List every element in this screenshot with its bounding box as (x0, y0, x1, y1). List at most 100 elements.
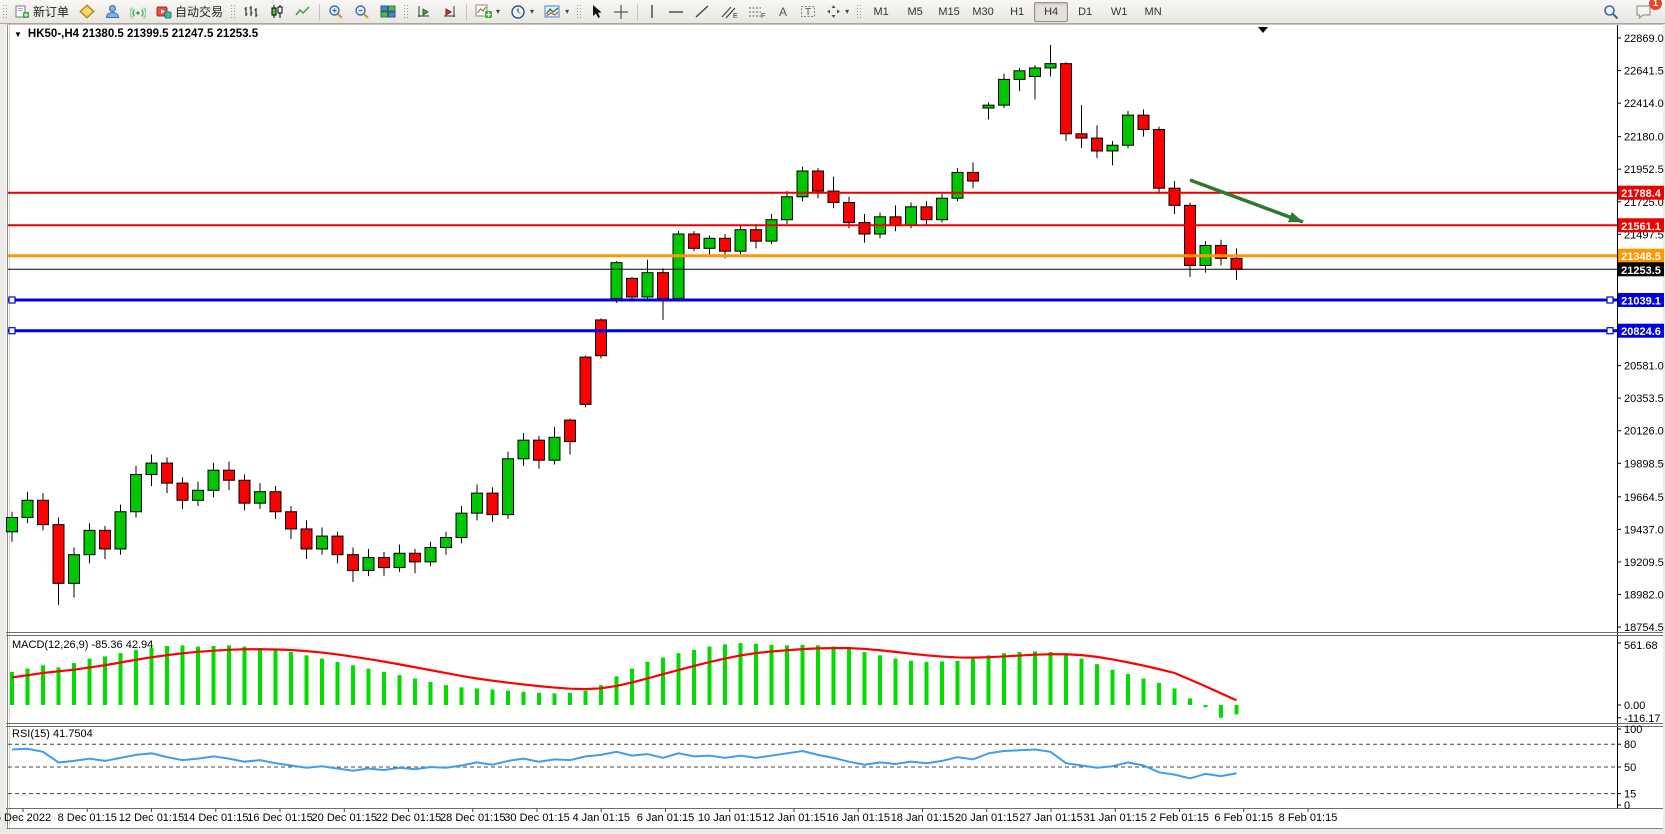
time-tick-label: 6 Feb 01:15 (1214, 812, 1273, 824)
candle (502, 458, 514, 516)
equidistant-channel-tool-button[interactable]: E (715, 1, 743, 23)
candle (1029, 67, 1041, 78)
charts-button[interactable] (74, 1, 100, 23)
candle (37, 499, 49, 526)
candle (455, 512, 468, 539)
arrows-tool-button[interactable]: ▾ (821, 1, 854, 23)
scroll-marker-icon[interactable] (1258, 27, 1268, 33)
tab-timeframe-h1[interactable]: H1 (1010, 5, 1025, 18)
time-tick-label: 8 Feb 01:15 (1279, 812, 1338, 824)
tab-timeframe-mn[interactable]: MN (1144, 5, 1162, 18)
zoom-out-icon (355, 4, 369, 19)
zoom-in-button[interactable] (323, 1, 349, 23)
text-icon: A (779, 5, 787, 19)
dropdown-caret-icon: ▾ (565, 7, 570, 16)
candle (238, 479, 251, 504)
price-tick-label: 22641.5 (1624, 66, 1664, 78)
fibonacci-tool-button[interactable]: F (743, 1, 771, 23)
price-badge (1618, 218, 1664, 233)
text-label-tool-button[interactable]: T (795, 1, 821, 23)
tile-windows-button[interactable] (375, 1, 401, 23)
channel-icon: E (721, 6, 738, 19)
candle (1153, 128, 1165, 189)
line-handle[interactable] (1606, 327, 1614, 335)
candle (21, 499, 34, 518)
signal-button[interactable] (125, 1, 151, 23)
trendline-tool-button[interactable] (689, 1, 715, 23)
auto-trading-button[interactable]: 自动交易 (151, 1, 228, 23)
candle (703, 237, 716, 249)
tab-timeframe-m15[interactable]: M15 (938, 5, 960, 18)
toolbar-grip[interactable] (576, 3, 582, 20)
candle (998, 78, 1010, 106)
line-chart-mode-button[interactable] (290, 1, 316, 23)
tab-timeframe-m5[interactable]: M5 (907, 5, 923, 18)
line-handle[interactable] (8, 327, 16, 335)
notifications-button[interactable]: 1 (1630, 0, 1662, 23)
horizontal-line-icon (669, 11, 684, 13)
candle (517, 439, 530, 460)
tab-timeframe-m30[interactable]: M30 (972, 5, 994, 18)
time-tick-label: 4 Jan 01:15 (573, 812, 631, 824)
tab-timeframe-w1[interactable]: W1 (1110, 5, 1128, 18)
candle (533, 439, 545, 461)
vertical-line-tool-button[interactable] (641, 1, 663, 23)
cursor-icon (593, 5, 602, 18)
price-badge (1618, 323, 1664, 338)
candle (176, 482, 189, 501)
chart-canvas[interactable]: 22869.0 22641.5 22414.0 22180.0 21952.5 21725… (0, 24, 1665, 834)
candle (1230, 257, 1243, 270)
price-badge (1618, 292, 1664, 307)
add-indicator-button[interactable]: ▾ (470, 1, 505, 23)
market-watch-button[interactable] (100, 1, 125, 23)
period-button[interactable]: ▾ (505, 1, 539, 23)
toolbar-grip[interactable] (403, 3, 409, 20)
candle (486, 492, 499, 516)
crosshair-tool-button[interactable] (608, 1, 634, 23)
candle (734, 229, 747, 252)
toolbar-grip[interactable] (2, 3, 7, 20)
time-tick-label: 18 Jan 01:15 (891, 812, 955, 824)
candle (905, 206, 917, 226)
toolbar-grip[interactable] (230, 3, 236, 20)
time-tick-label: 31 Jan 01:15 (1083, 812, 1147, 824)
line-handle[interactable] (1606, 296, 1614, 304)
candle (688, 233, 700, 249)
candlestick-mode-button[interactable] (264, 1, 290, 23)
auto-scroll-button[interactable] (411, 1, 437, 23)
tab-timeframe-d1[interactable]: D1 (1078, 5, 1093, 18)
candle (1184, 204, 1196, 267)
candle (750, 229, 762, 242)
cursor-tool-button[interactable] (584, 1, 608, 23)
new-order-button[interactable]: 新订单 (10, 1, 74, 23)
signal-icon (130, 6, 147, 19)
rsi-axis-label: 0 (1624, 800, 1630, 812)
bar-chart-mode-button[interactable] (238, 1, 264, 23)
tile-windows-icon (380, 5, 396, 18)
text-tool-button[interactable]: A (771, 1, 795, 23)
candle (471, 492, 483, 514)
tab-timeframe-h4[interactable]: H4 (1034, 1, 1069, 22)
svg-text:E: E (733, 13, 738, 19)
arrows-icon (827, 5, 841, 18)
candle (207, 469, 220, 491)
search-button[interactable] (1598, 1, 1624, 23)
bar-chart-icon (244, 6, 258, 17)
template-button[interactable]: ▾ (539, 1, 574, 23)
zoom-out-button[interactable] (349, 1, 375, 23)
line-handle[interactable] (8, 296, 16, 304)
tab-timeframe-m1[interactable]: M1 (873, 5, 889, 18)
rsi-axis-label: 15 (1624, 789, 1636, 801)
trendline-icon (695, 5, 709, 18)
arrow-shaft[interactable] (1189, 178, 1304, 224)
candle (626, 277, 638, 298)
price-tick-label: 21497.5 (1624, 229, 1664, 241)
svg-text:T: T (805, 7, 811, 18)
chart-shift-button[interactable] (437, 1, 463, 23)
price-tick-label: 22414.0 (1624, 98, 1664, 110)
horizontal-line-tool-button[interactable] (663, 1, 689, 23)
price-badge-label: 21253.5 (1621, 265, 1661, 277)
toolbar-grip[interactable] (856, 3, 862, 20)
